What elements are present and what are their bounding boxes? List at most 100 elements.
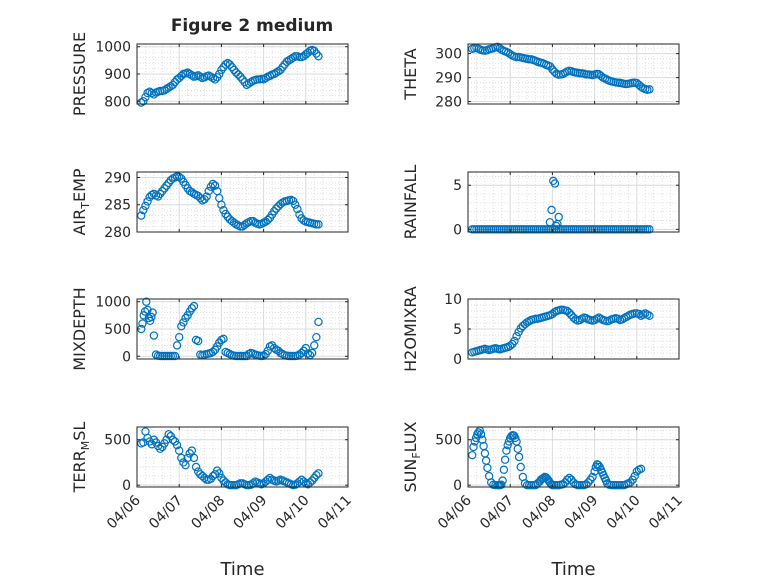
data-point xyxy=(166,175,175,185)
data-point xyxy=(645,311,654,320)
data-point xyxy=(229,65,239,75)
data-point xyxy=(503,440,512,450)
data-point xyxy=(516,462,525,472)
data-point xyxy=(550,179,560,188)
axes-background xyxy=(137,427,348,487)
data-point xyxy=(206,474,216,484)
data-point xyxy=(588,472,597,482)
data-point xyxy=(506,341,515,350)
data-point xyxy=(551,221,561,231)
data-point xyxy=(187,187,197,197)
data-point xyxy=(193,467,203,476)
data-point xyxy=(586,475,595,484)
data-point xyxy=(310,46,319,56)
data-point xyxy=(227,62,237,72)
data-point xyxy=(312,332,321,342)
data-point xyxy=(632,467,642,476)
data-point xyxy=(495,44,504,53)
data-point xyxy=(516,324,525,333)
data-point xyxy=(267,341,277,350)
data-point xyxy=(236,72,245,81)
y-axis-label: H2OMIXRA xyxy=(401,286,420,372)
data-point xyxy=(497,480,506,489)
y-axis-label: THETA xyxy=(401,48,420,100)
subplot-4: 0 5 RAINFALL xyxy=(401,165,680,239)
data-point xyxy=(217,473,226,483)
x-axis-label: Time xyxy=(550,559,595,580)
data-point xyxy=(208,179,218,189)
data-point xyxy=(208,73,218,83)
data-point xyxy=(217,65,226,75)
data-point xyxy=(210,75,220,84)
y-tick-label: 1000 xyxy=(95,40,131,56)
data-point xyxy=(299,477,308,486)
y-tick-label: 290 xyxy=(104,170,131,186)
data-point xyxy=(310,473,319,483)
data-markers xyxy=(137,427,323,490)
data-point xyxy=(468,450,477,460)
data-point xyxy=(221,209,230,219)
data-point xyxy=(503,48,513,57)
data-point xyxy=(210,181,220,190)
data-point xyxy=(238,75,247,84)
data-point xyxy=(156,444,165,454)
data-point xyxy=(314,317,323,327)
data-point xyxy=(137,211,146,220)
data-markers xyxy=(137,297,323,361)
data-point xyxy=(156,189,165,199)
data-point xyxy=(645,225,654,234)
data-point xyxy=(545,218,555,227)
data-point xyxy=(147,88,156,98)
figure-title: Figure 2 medium xyxy=(171,16,333,36)
data-point xyxy=(645,85,654,94)
data-point xyxy=(206,182,216,191)
data-point xyxy=(269,343,279,353)
y-tick-label: 280 xyxy=(104,225,131,241)
data-point xyxy=(288,53,298,62)
data-markers xyxy=(468,305,654,357)
y-tick-label: 290 xyxy=(435,71,462,87)
data-point xyxy=(278,62,287,72)
data-point xyxy=(512,332,521,341)
data-point xyxy=(310,341,319,350)
data-point xyxy=(143,88,152,98)
y-tick-label: 10 xyxy=(444,292,462,308)
data-point xyxy=(174,446,184,455)
data-point xyxy=(303,349,313,358)
y-tick-label: 0 xyxy=(453,478,462,494)
subplot-1: 800 900 1000 PRESSURE xyxy=(70,32,349,116)
data-point xyxy=(314,220,323,229)
y-tick-label: 0 xyxy=(122,349,131,365)
data-point xyxy=(301,343,310,353)
data-point xyxy=(162,84,171,94)
data-markers xyxy=(468,426,646,490)
data-point xyxy=(499,465,509,474)
y-tick-label: 500 xyxy=(104,433,131,449)
data-point xyxy=(314,52,323,61)
data-point xyxy=(502,446,511,455)
data-point xyxy=(143,197,152,206)
data-point xyxy=(206,72,216,81)
data-markers xyxy=(137,172,323,231)
data-point xyxy=(272,68,281,77)
data-point xyxy=(160,184,169,193)
data-point xyxy=(200,473,209,483)
data-point xyxy=(164,430,173,439)
y-axis-label: MIXDEPTH xyxy=(70,287,89,370)
data-point xyxy=(284,56,294,65)
data-point xyxy=(202,192,211,201)
data-point xyxy=(547,205,556,215)
data-point xyxy=(187,446,197,455)
data-point xyxy=(312,49,321,58)
y-tick-label: 500 xyxy=(435,433,462,449)
y-tick-label: 300 xyxy=(435,47,462,63)
data-point xyxy=(139,205,148,215)
data-point xyxy=(141,201,150,211)
data-point xyxy=(185,449,194,458)
data-point xyxy=(193,336,203,346)
data-point xyxy=(189,453,199,463)
y-tick-label: 1000 xyxy=(95,295,131,311)
data-point xyxy=(594,460,603,470)
data-point xyxy=(514,452,524,462)
